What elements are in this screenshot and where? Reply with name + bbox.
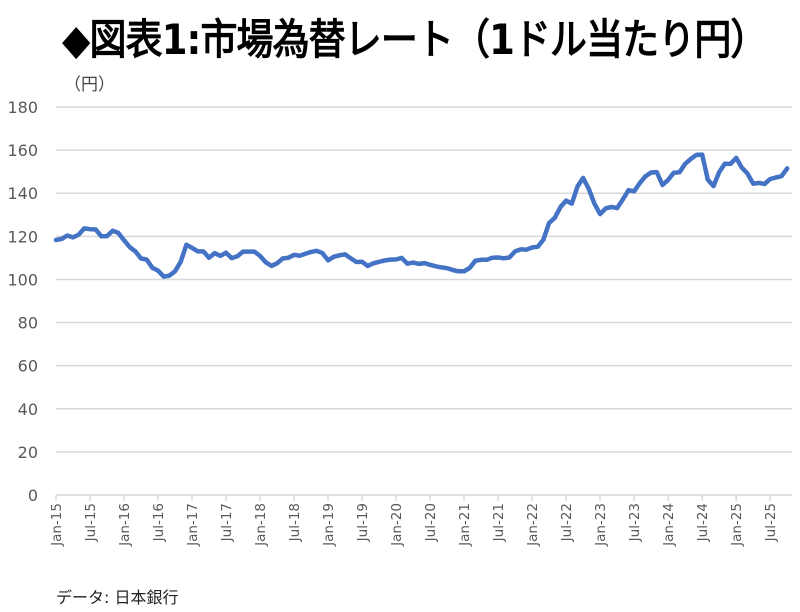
y-tick-label: 120 [7,227,38,246]
x-tick-label: Jan-21 [457,503,473,547]
x-tick-label: Jul-17 [219,503,235,542]
gridlines [56,106,792,453]
y-tick-label: 140 [7,184,38,203]
y-tick-label: 180 [7,98,38,117]
x-tick-label: Jul-19 [355,503,371,542]
x-tick-label: Jul-24 [695,503,711,542]
x-tick-label: Jul-18 [287,503,303,542]
chart-title: ◆図表1:市場為替レート（1ドル当たり円） [62,15,767,64]
y-tick-label: 100 [7,270,38,289]
x-tick-label: Jul-23 [627,503,643,542]
y-axis-ticks: 0 20 40 60 80 100 120 140 160 180 [7,98,38,505]
y-tick-label: 0 [28,486,38,505]
x-tick-label: Jan-19 [321,503,337,547]
x-tick-label: Jul-22 [559,503,575,542]
x-tick-label: Jan-25 [729,503,745,547]
x-tick-label: Jul-15 [83,503,99,542]
x-tick-label: Jan-24 [661,503,677,547]
x-tick-label: Jul-25 [763,503,779,542]
x-tick-label: Jan-16 [117,503,133,547]
data-source-note: データ: 日本銀行 [56,588,179,607]
x-tick-label: Jan-18 [253,503,269,547]
y-tick-label: 40 [18,400,38,419]
x-tick-label: Jan-20 [389,503,405,547]
y-tick-label: 80 [18,314,38,333]
x-axis-ticks: Jan-15 Jul-15 Jan-16 Jul-16 Jan-17 Jul-17 Jan-… [49,495,779,547]
y-tick-label: 160 [7,141,38,160]
y-tick-label: 60 [18,357,38,376]
x-tick-label: Jan-22 [525,503,541,547]
x-tick-label: Jan-17 [185,503,201,547]
y-tick-label: 20 [18,443,38,462]
x-tick-label: Jan-15 [49,503,65,547]
series-line-usdjpy [53,152,790,279]
y-axis-unit-label: （円） [64,75,115,95]
x-tick-label: Jul-16 [151,503,167,542]
x-tick-label: Jul-21 [491,503,507,542]
x-tick-label: Jul-20 [423,503,439,542]
x-tick-label: Jan-23 [593,503,609,547]
